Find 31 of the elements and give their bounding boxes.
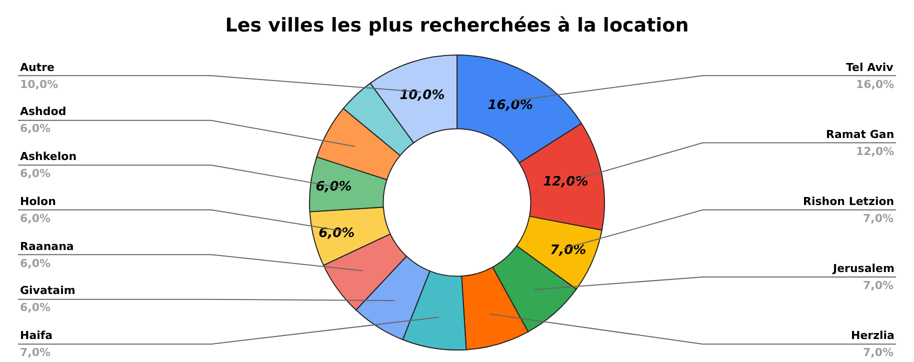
slice-label: Tel Aviv <box>846 61 894 74</box>
data-label: 6,0% <box>20 257 51 270</box>
slice-label: Haifa <box>20 329 53 342</box>
text: 12,0% <box>856 145 894 158</box>
text: 16,0% <box>856 78 894 91</box>
slice-label: Holon <box>20 195 56 208</box>
slice-label: Ashdod <box>20 105 66 118</box>
data-label: 7,0% <box>550 243 586 258</box>
slice-label: Ramat Gan <box>826 128 894 141</box>
data-label: 6,0% <box>318 226 355 241</box>
chart-title: Les villes les plus recherchées à la location <box>225 14 689 36</box>
slice-label: Autre <box>20 61 54 74</box>
data-label: 6,0% <box>316 179 352 194</box>
data-label: 7,0% <box>863 279 894 292</box>
data-label: 12,0% <box>543 174 588 190</box>
slice-label: Ashkelon <box>20 150 77 163</box>
text: 6,0% <box>20 167 51 180</box>
slice-label: Jerusalem <box>832 262 894 275</box>
slice-label: Herzlia <box>851 329 894 342</box>
slice-label: Raanana <box>20 240 74 253</box>
slice-label: Givataim <box>20 284 76 297</box>
data-label: 6,0% <box>20 301 51 314</box>
data-label: 10,0% <box>400 88 445 103</box>
data-label: 6,0% <box>20 122 51 135</box>
text: 7,0% <box>863 212 894 225</box>
slice-label: Rishon Letzion <box>803 195 894 208</box>
data-label: 16,0% <box>488 98 533 114</box>
data-label: 7,0% <box>20 346 51 359</box>
text: 6,0% <box>20 212 51 225</box>
text: 10,0% <box>20 78 58 91</box>
data-label: 7,0% <box>863 346 894 359</box>
